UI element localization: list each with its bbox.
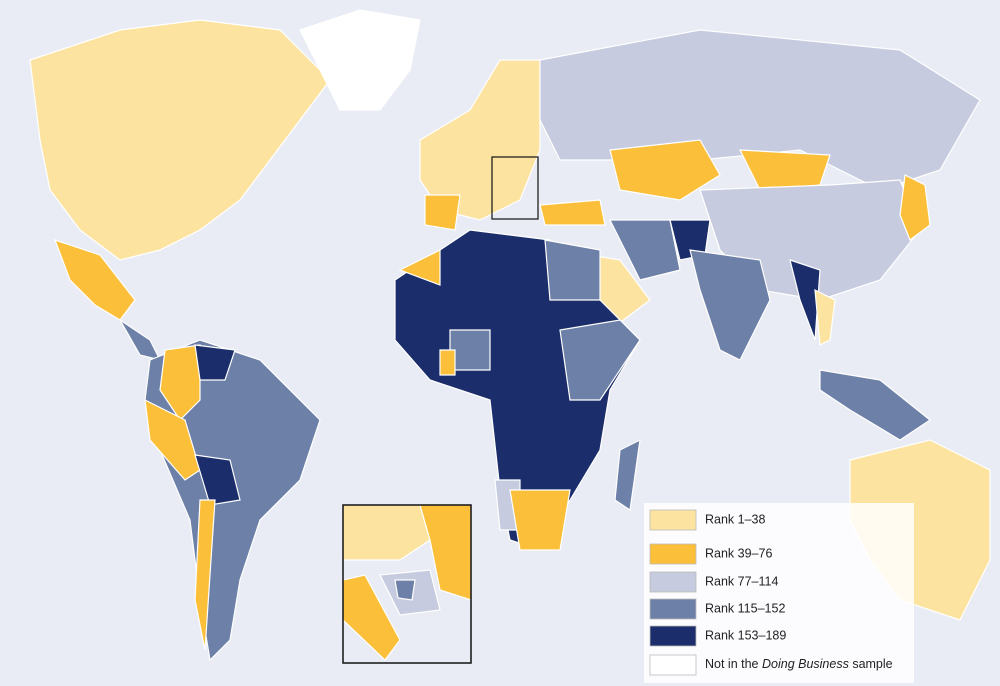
legend-label-part: sample [849, 657, 893, 671]
legend-label: Rank 1–38 [705, 512, 766, 526]
north-america [29, 19, 331, 261]
india [689, 249, 771, 361]
legend-label: Rank 115–152 [705, 601, 785, 615]
legend-label-part: Doing Business [762, 657, 849, 671]
kazakhstan [609, 139, 721, 201]
east-africa [559, 319, 641, 401]
iran [609, 219, 681, 281]
madagascar [614, 438, 641, 512]
turkey [539, 199, 606, 226]
legend-panel [644, 503, 914, 683]
spain [424, 194, 461, 231]
legend-label: Rank 39–76 [705, 546, 772, 560]
inset-map [342, 504, 472, 664]
venezuela [194, 344, 236, 381]
legend: Rank 1–38 Rank 39–76 Rank 77–114 Rank 115–1… [644, 503, 914, 683]
myanmar [789, 259, 821, 341]
thailand [814, 288, 836, 346]
legend-swatch [649, 571, 697, 593]
japan [899, 174, 931, 241]
south-africa [509, 489, 571, 551]
legend-swatch [649, 543, 697, 565]
countries [29, 9, 991, 662]
legend-label: Rank 153–189 [705, 628, 786, 642]
chile [194, 499, 216, 651]
inset-bosnia [394, 579, 416, 601]
colombia [159, 344, 201, 421]
legend-swatch [649, 509, 697, 531]
legend-label: Not in the Doing Business sample [705, 657, 893, 671]
legend-label: Rank 77–114 [705, 574, 778, 588]
greenland [299, 9, 421, 111]
nigeria [449, 329, 491, 371]
peru [144, 398, 201, 481]
legend-swatch [649, 654, 697, 676]
inset-frame [342, 504, 472, 664]
bolivia [194, 454, 241, 506]
legend-label-part: Not in the [705, 657, 762, 671]
legend-swatch [649, 625, 697, 647]
indonesia [819, 369, 932, 441]
inset-marker [491, 156, 539, 220]
ghana [439, 349, 456, 376]
morocco [398, 249, 441, 286]
legend-swatch [649, 598, 697, 620]
egypt [544, 239, 601, 301]
